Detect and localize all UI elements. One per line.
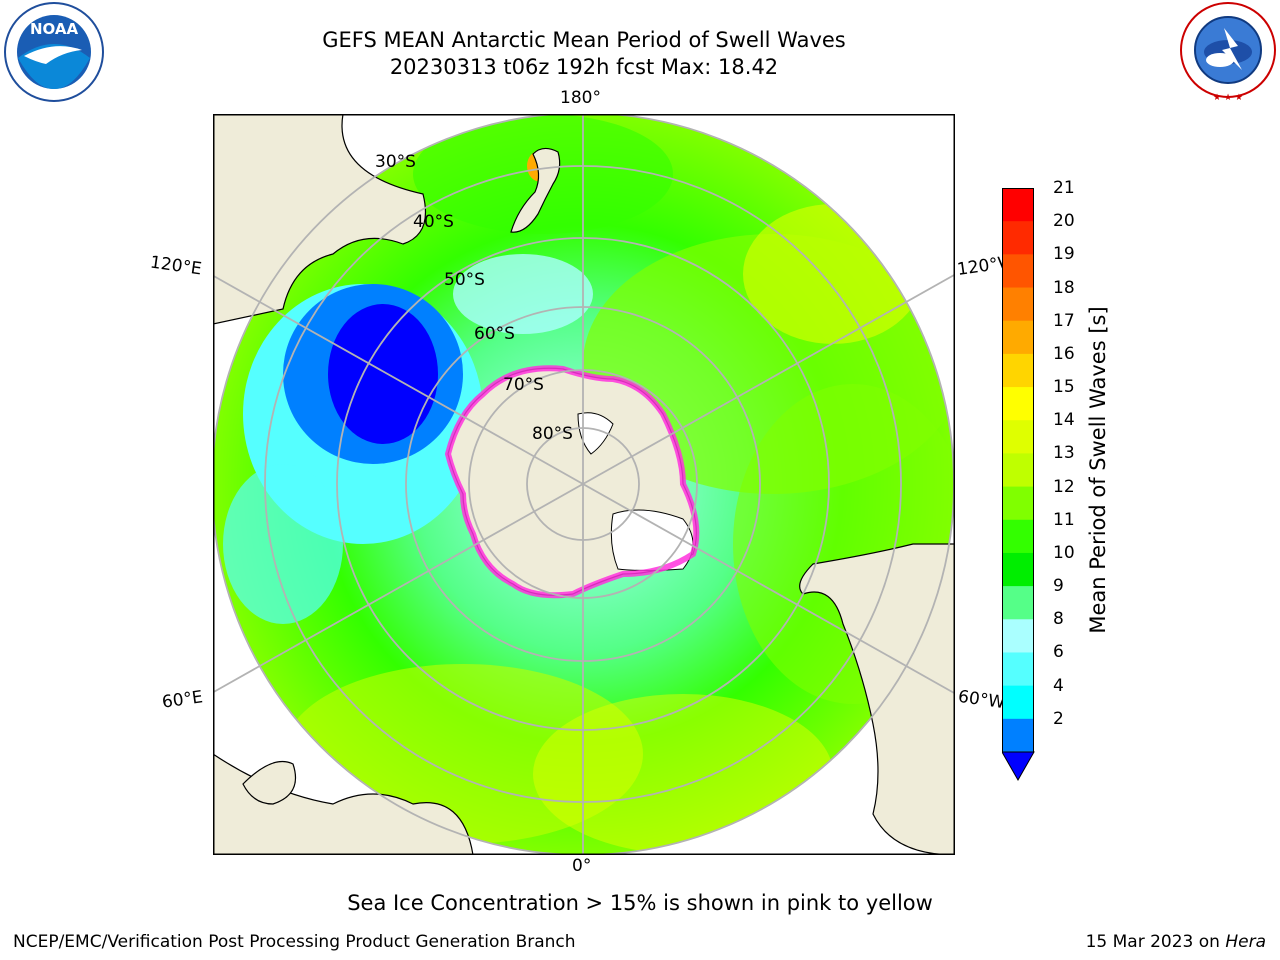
- map-panel: [213, 114, 955, 855]
- nws-logo: ★ ★ ★: [1180, 2, 1276, 103]
- colorbar-tick-label: 20: [1053, 211, 1075, 232]
- colorbar-tick-label: 18: [1053, 277, 1075, 298]
- swell-period-field: [213, 114, 954, 855]
- lat-label-80s: 80°S: [532, 424, 573, 444]
- colorbar-cell: [1002, 619, 1034, 653]
- colorbar-tick-label: 14: [1053, 410, 1075, 431]
- ross-ice-shelf: [577, 412, 614, 455]
- chart-subtitle: 20230313 t06z 192h fcst Max: 18.42: [389, 55, 779, 79]
- colorbar-tick-label: 17: [1053, 310, 1075, 331]
- colorbar-tick-label: 15: [1053, 377, 1075, 398]
- polar-map: [213, 114, 955, 855]
- lon-label-0: 0°: [572, 856, 592, 876]
- lat-label-50s: 50°S: [444, 270, 485, 290]
- colorbar-tick-label: 9: [1053, 576, 1064, 597]
- lon-label-120e: 120°E: [148, 252, 203, 280]
- colorbar-label: Mean Period of Swell Waves [s]: [1086, 306, 1110, 634]
- australia-land: [213, 114, 427, 325]
- new-zealand-land: [510, 147, 561, 233]
- colorbar-cell: [1002, 453, 1034, 488]
- colorbar-tick-label: 12: [1053, 476, 1075, 497]
- lon-label-60w: 60°W: [956, 686, 1007, 714]
- colorbar-cell: [1002, 287, 1034, 322]
- colorbar-cell: [1002, 420, 1034, 454]
- footer-date-text: 15 Mar 2023 on: [1085, 932, 1220, 952]
- colorbar-cell: [1002, 387, 1034, 421]
- svg-text:★ ★ ★: ★ ★ ★: [1213, 93, 1243, 103]
- colorbar-cell: [1002, 221, 1034, 255]
- colorbar-tick-label: 13: [1053, 443, 1075, 464]
- colorbar-cell: [1002, 188, 1034, 222]
- footer-date: 15 Mar 2023 on Hera: [1086, 932, 1266, 952]
- colorbar-cell: [1002, 353, 1034, 388]
- footer-host: Hera: [1225, 932, 1266, 952]
- colorbar-tick-label: 8: [1053, 609, 1064, 630]
- colorbar-cell: [1002, 652, 1034, 687]
- noaa-logo: NOAA: [4, 2, 104, 102]
- colorbar-cell: [1002, 718, 1034, 753]
- colorbar: [1002, 188, 1035, 782]
- colorbar-tick-label: 2: [1053, 708, 1064, 729]
- colorbar-extend-arrow: [1002, 751, 1035, 782]
- svg-text:NOAA: NOAA: [30, 20, 79, 38]
- colorbar-cell: [1002, 486, 1034, 521]
- sea-ice-note: Sea Ice Concentration > 15% is shown in …: [347, 891, 933, 915]
- colorbar-cell: [1002, 320, 1034, 355]
- colorbar-cell: [1002, 254, 1034, 289]
- colorbar-tick-label: 21: [1053, 178, 1075, 198]
- footer-credit: NCEP/EMC/Verification Post Processing Pr…: [13, 932, 576, 952]
- colorbar-tick-label: 19: [1053, 244, 1075, 265]
- colorbar-tick-label: 6: [1053, 642, 1064, 663]
- colorbar-cells: [1002, 188, 1034, 753]
- chart-title: GEFS MEAN Antarctic Mean Period of Swell…: [322, 28, 846, 52]
- colorbar-tick-label: 4: [1053, 675, 1064, 696]
- sea-ice-edge: [444, 365, 700, 599]
- lat-label-40s: 40°S: [413, 212, 454, 232]
- lat-label-30s: 30°S: [375, 152, 416, 172]
- colorbar-tick-label: 10: [1053, 542, 1075, 563]
- colorbar-tick-label: 11: [1053, 509, 1075, 530]
- colorbar-cell: [1002, 685, 1034, 720]
- colorbar-cell: [1002, 519, 1034, 554]
- colorbar-cell: [1002, 552, 1034, 587]
- lon-label-60e: 60°E: [160, 687, 205, 713]
- madagascar-land: [242, 760, 297, 805]
- colorbar-tick-label: 16: [1053, 343, 1075, 364]
- colorbar-cell: [1002, 586, 1034, 620]
- lat-label-70s: 70°S: [503, 375, 544, 395]
- lat-label-60s: 60°S: [474, 324, 515, 344]
- lon-label-180: 180°: [560, 88, 601, 108]
